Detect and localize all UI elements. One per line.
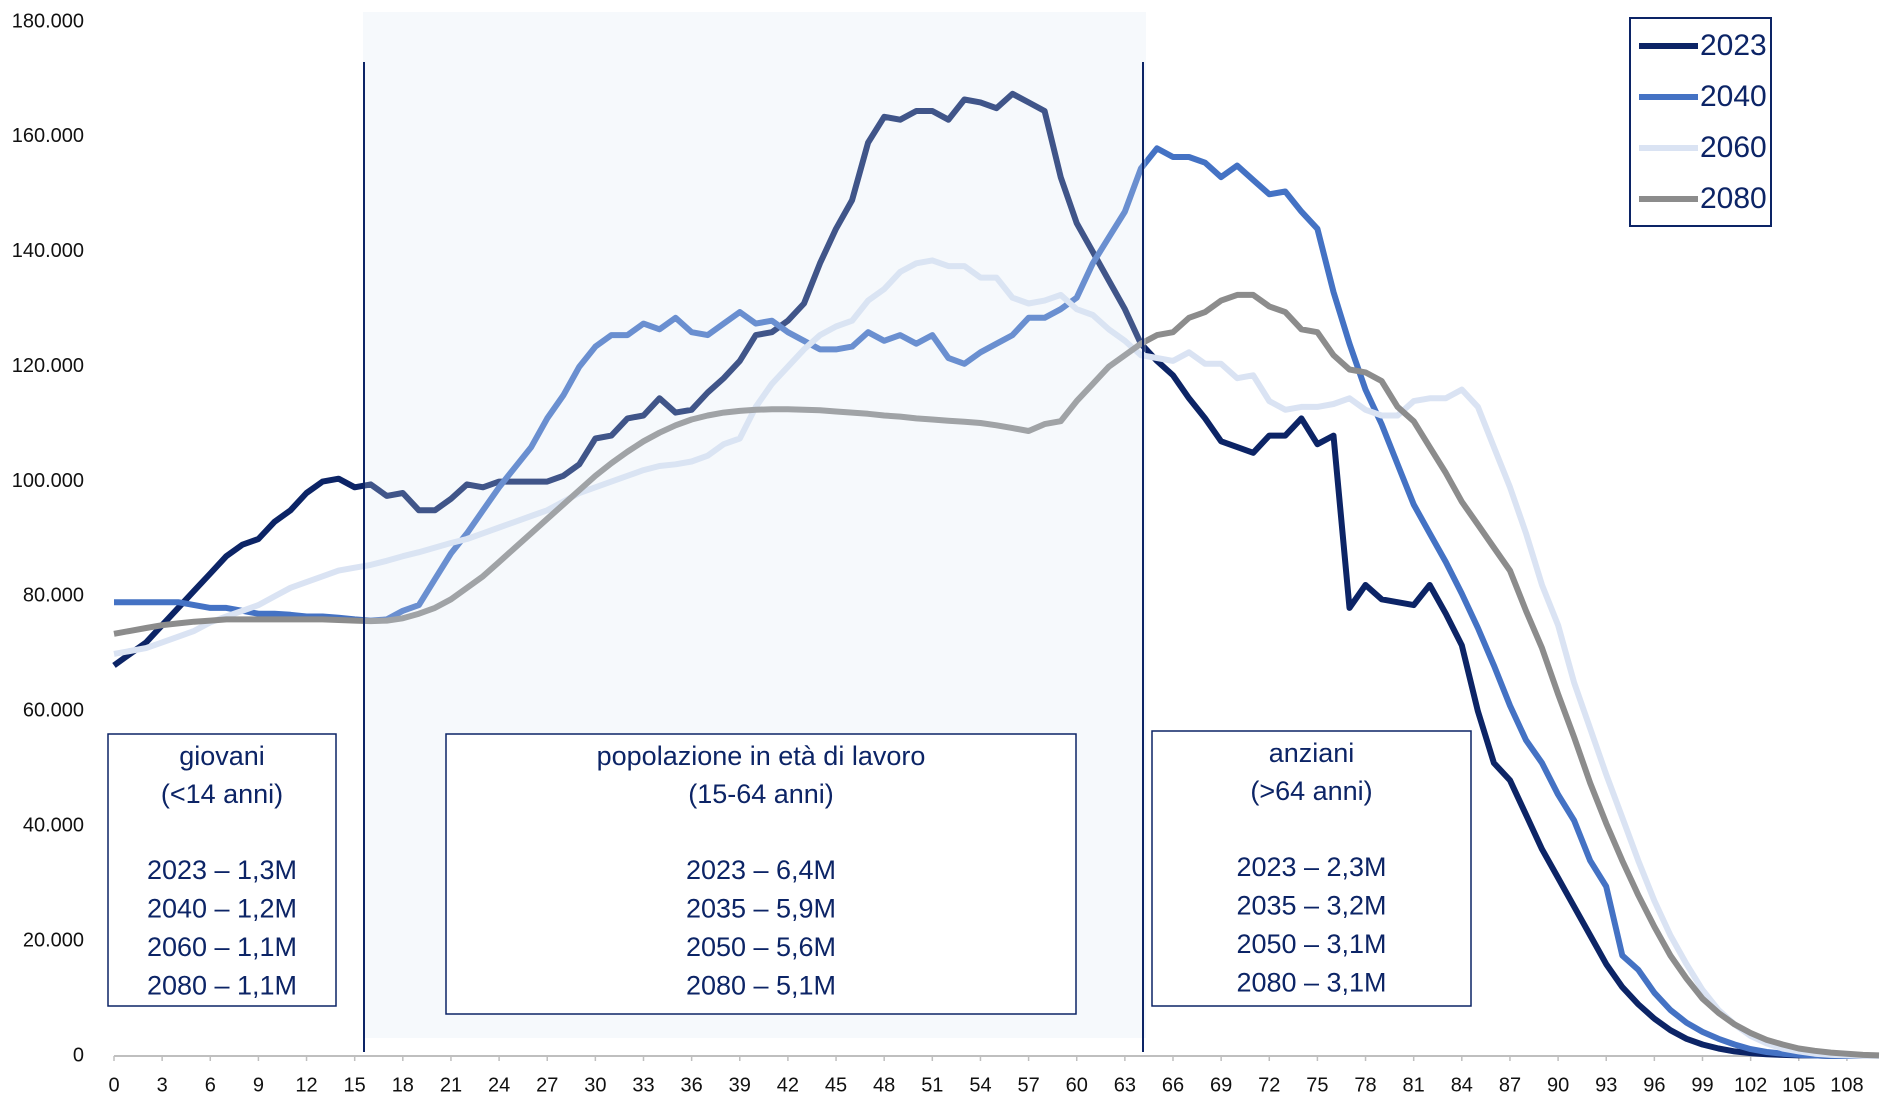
annotation-line: 2050 – 3,1M xyxy=(1236,929,1386,959)
x-tick-label: 3 xyxy=(157,1074,168,1096)
legend-box xyxy=(1629,17,1772,227)
x-tick-label: 57 xyxy=(1017,1074,1039,1096)
legend-label: 2040 xyxy=(1700,80,1767,113)
x-tick-label: 0 xyxy=(108,1074,119,1096)
x-tick-label: 96 xyxy=(1643,1074,1665,1096)
annotation-box xyxy=(1151,730,1472,1007)
x-tick-label: 75 xyxy=(1306,1074,1328,1096)
annotation-line: 2023 – 2,3M xyxy=(1236,852,1386,882)
annotation-line: 2035 – 3,2M xyxy=(1236,891,1386,921)
annotation-line: 2050 – 5,6M xyxy=(686,932,836,962)
y-tick-label: 160.000 xyxy=(12,125,84,147)
x-tick-label: 93 xyxy=(1595,1074,1617,1096)
y-tick-label: 180.000 xyxy=(12,10,84,32)
x-tick-label: 42 xyxy=(777,1074,799,1096)
x-tick-label: 108 xyxy=(1830,1074,1863,1096)
x-tick-label: 21 xyxy=(440,1074,462,1096)
series-line xyxy=(113,257,1879,1059)
x-tick-label: 12 xyxy=(295,1074,317,1096)
annotation-line: 2060 – 1,1M xyxy=(147,932,297,962)
x-tick-label: 18 xyxy=(392,1074,414,1096)
x-tick-label: 105 xyxy=(1782,1074,1815,1096)
x-tick-label: 51 xyxy=(921,1074,943,1096)
x-tick-label: 78 xyxy=(1354,1074,1376,1096)
x-tick-label: 24 xyxy=(488,1074,510,1096)
x-tick-label: 84 xyxy=(1451,1074,1473,1096)
annotation-subtitle: (>64 anni) xyxy=(1250,776,1372,806)
x-tick-label: 9 xyxy=(253,1074,264,1096)
legend-label: 2023 xyxy=(1700,29,1767,62)
x-tick-label: 27 xyxy=(536,1074,558,1096)
legend: 2023 2040 2060 2080 xyxy=(1629,17,1772,227)
series-line xyxy=(113,291,1880,1059)
x-tick-label: 33 xyxy=(632,1074,654,1096)
x-tick-label: 69 xyxy=(1210,1074,1232,1096)
y-tick-label: 20.000 xyxy=(23,929,84,951)
x-tick-label: 45 xyxy=(825,1074,847,1096)
annotation-title: popolazione in età di lavoro xyxy=(597,741,926,771)
y-tick-label: 80.000 xyxy=(23,585,84,607)
y-tick-label: 0 xyxy=(73,1044,84,1066)
x-tick-label: 99 xyxy=(1691,1074,1713,1096)
x-tick-label: 63 xyxy=(1114,1074,1136,1096)
annotation-line: 2080 – 3,1M xyxy=(1236,968,1386,998)
x-tick-label: 48 xyxy=(873,1074,895,1096)
x-tick-label: 15 xyxy=(344,1074,366,1096)
x-tick-label: 30 xyxy=(584,1074,606,1096)
legend-label: 2060 xyxy=(1700,131,1767,164)
plot-area: 0 20.000 40.000 60.000 80.000 100.000 120.000 1… xyxy=(12,10,1880,1096)
series-line xyxy=(114,145,1879,1059)
y-tick-label: 100.000 xyxy=(12,470,84,492)
x-tick-label: 39 xyxy=(729,1074,751,1096)
annotation-line: 2080 – 5,1M xyxy=(686,971,836,1001)
y-tick-label: 40.000 xyxy=(23,815,84,837)
legend-label: 2080 xyxy=(1700,182,1767,215)
x-tick-label: 54 xyxy=(969,1074,991,1096)
y-tick-label: 60.000 xyxy=(23,700,84,722)
annotation-title: anziani xyxy=(1269,738,1355,768)
x-tick-label: 60 xyxy=(1066,1074,1088,1096)
series-line xyxy=(112,90,1879,1059)
y-tick-label: 140.000 xyxy=(12,240,84,262)
x-tick-label: 90 xyxy=(1547,1074,1569,1096)
annotation-line: 2035 – 5,9M xyxy=(686,894,836,924)
y-tick-label: 120.000 xyxy=(12,355,84,377)
x-tick-label: 72 xyxy=(1258,1074,1280,1096)
x-tick-label: 6 xyxy=(205,1074,216,1096)
annotation-subtitle: (15-64 anni) xyxy=(688,779,834,809)
annotations: giovani (<14 anni) 2023 – 1,3M 2040 – 1,2M 2… xyxy=(107,730,1472,1015)
annotation-subtitle: (<14 anni) xyxy=(161,779,283,809)
annotation-title: giovani xyxy=(179,741,265,771)
annotation-line: 2040 – 1,2M xyxy=(147,894,297,924)
annotation-box xyxy=(107,733,337,1007)
annotation-box xyxy=(445,733,1077,1015)
annotation-line: 2023 – 1,3M xyxy=(147,855,297,885)
x-tick-label: 66 xyxy=(1162,1074,1184,1096)
annotation-line: 2080 – 1,1M xyxy=(147,971,297,1001)
x-tick-label: 81 xyxy=(1403,1074,1425,1096)
x-tick-label: 102 xyxy=(1734,1074,1767,1096)
x-tick-label: 87 xyxy=(1499,1074,1521,1096)
annotation-line: 2023 – 6,4M xyxy=(686,855,836,885)
x-tick-label: 36 xyxy=(681,1074,703,1096)
